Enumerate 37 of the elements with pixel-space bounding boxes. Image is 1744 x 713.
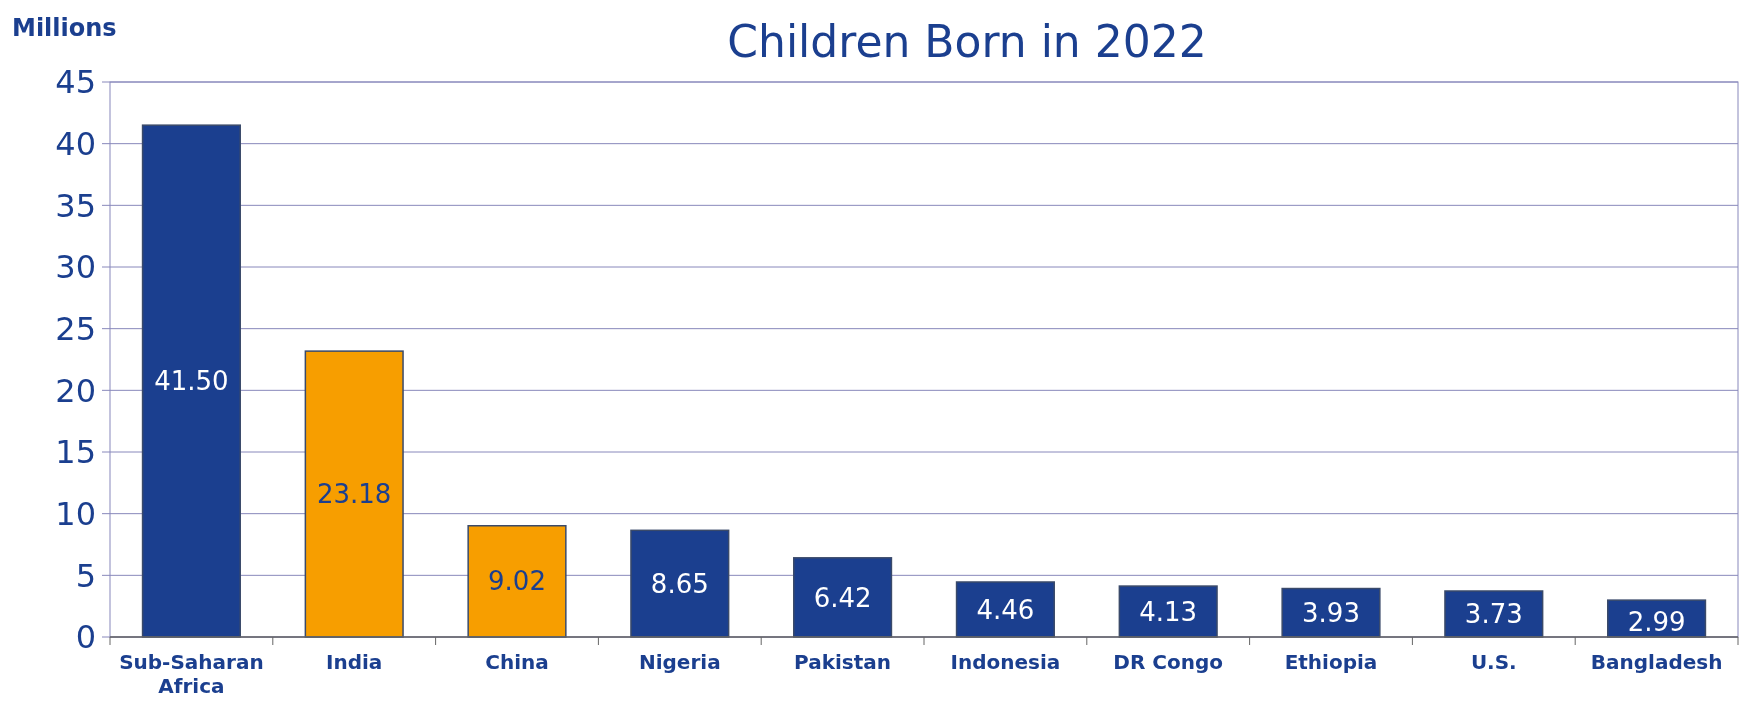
y-tick-label: 15 [55,433,96,472]
y-tick-label: 25 [55,309,96,348]
x-tick-label: Pakistan [794,650,892,674]
data-label: 41.50 [154,366,229,397]
bar [467,525,567,638]
data-label: 9.02 [488,566,546,597]
y-tick-label: 5 [75,556,96,595]
y-tick-label: 30 [55,248,96,287]
y-tick-label: 35 [55,186,96,225]
data-label: 4.13 [1139,596,1198,627]
bar [304,350,404,638]
x-tick-label: Bangladesh [1590,650,1723,674]
data-label: 8.65 [650,568,709,599]
data-label: 3.93 [1302,597,1360,628]
x-tick-label: India [326,650,383,674]
data-label: 6.42 [813,582,872,613]
chart-title: Children Born in 2022 [727,16,1207,68]
y-tick-label: 45 [55,63,96,102]
x-tick-label: U.S. [1470,650,1517,674]
x-tick-label: Ethiopia [1284,650,1378,674]
data-label: 4.46 [976,594,1035,625]
y-tick-label: 40 [55,124,96,163]
x-tick-label: Sub-Saharan Africa [119,650,264,698]
x-tick-label: Indonesia [950,650,1061,674]
data-label: 2.99 [1627,607,1686,638]
bar [630,529,730,638]
x-tick-label: Nigeria [638,650,721,674]
y-tick-label: 20 [55,371,96,410]
y-tick-label: 0 [75,618,96,657]
y-axis-title: Millions [12,14,117,43]
bar [141,124,241,638]
data-label: 23.18 [316,479,392,510]
y-tick-label: 10 [55,494,96,533]
x-tick-label: China [485,650,549,674]
data-label: 3.73 [1464,599,1523,630]
bar [793,557,893,638]
x-tick-label: DR Congo [1113,650,1224,674]
